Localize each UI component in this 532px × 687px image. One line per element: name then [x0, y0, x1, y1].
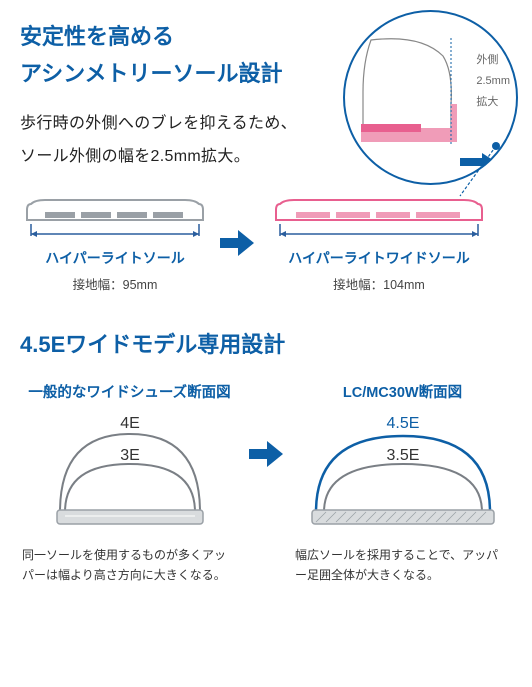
- cross-left-col: 一般的なワイドシューズ断面図 4E 3E 同一ソールを使用するものが多くアッパー…: [20, 381, 239, 586]
- sole-left-illustration: [25, 194, 205, 242]
- sole-left-sub: 接地幅：95mm: [20, 274, 210, 293]
- sole-comparison-row: ハイパーライトソール 接地幅：95mm ハイパーライトワイドソール 接地幅：10…: [20, 194, 512, 293]
- cross-arrow-wrap: [249, 381, 283, 472]
- cross-right-illustration: 4.5E 3.5E: [298, 412, 508, 532]
- closeup-label-mm: 2.5mm: [476, 71, 510, 92]
- cross-right-label-45e: 4.5E: [386, 415, 419, 432]
- lead-line2: ソール外側の幅を2.5mm拡大。: [20, 148, 250, 165]
- arrow-right-icon: [249, 441, 283, 467]
- cross-left-label-4e: 4E: [120, 415, 140, 432]
- closeup-label-outside: 外側: [476, 50, 510, 71]
- closeup-labels: 外側 2.5mm 拡大: [476, 50, 510, 113]
- cross-left-label-3e: 3E: [120, 447, 140, 464]
- sole-left-col: ハイパーライトソール 接地幅：95mm: [20, 194, 210, 293]
- cross-right-col: LC/MC30W断面図 4.5E 3.5E 幅広ソールを採用することで、ア: [293, 381, 512, 586]
- closeup-heel-illustration: [361, 32, 459, 162]
- cross-right-note: 幅広ソールを採用することで、アッパー足囲全体が大きくなる。: [293, 546, 512, 586]
- cross-section-row: 一般的なワイドシューズ断面図 4E 3E 同一ソールを使用するものが多くアッパー…: [20, 381, 512, 586]
- sole-right-sub: 接地幅：104mm: [264, 274, 494, 293]
- lead-line1: 歩行時の外側へのブレを抑えるため、: [20, 115, 297, 132]
- leader-line: [452, 140, 502, 200]
- sole-right-illustration: [274, 194, 484, 242]
- sole-right-title: ハイパーライトワイドソール: [264, 248, 494, 268]
- closeup-label-expand: 拡大: [476, 92, 510, 113]
- cross-left-illustration: 4E 3E: [35, 412, 225, 532]
- cross-left-note: 同一ソールを使用するものが多くアッパーは幅より高さ方向に大きくなる。: [20, 546, 239, 586]
- arrow-right-icon: [220, 230, 254, 256]
- cross-right-title: LC/MC30W断面図: [293, 381, 512, 402]
- heading-wide-model: 4.5Eワイドモデル専用設計: [20, 327, 512, 359]
- cross-right-label-35e: 3.5E: [386, 447, 419, 464]
- sole-right-col: ハイパーライトワイドソール 接地幅：104mm: [264, 194, 494, 293]
- sole-left-title: ハイパーライトソール: [20, 248, 210, 268]
- cross-left-title: 一般的なワイドシューズ断面図: [20, 381, 239, 402]
